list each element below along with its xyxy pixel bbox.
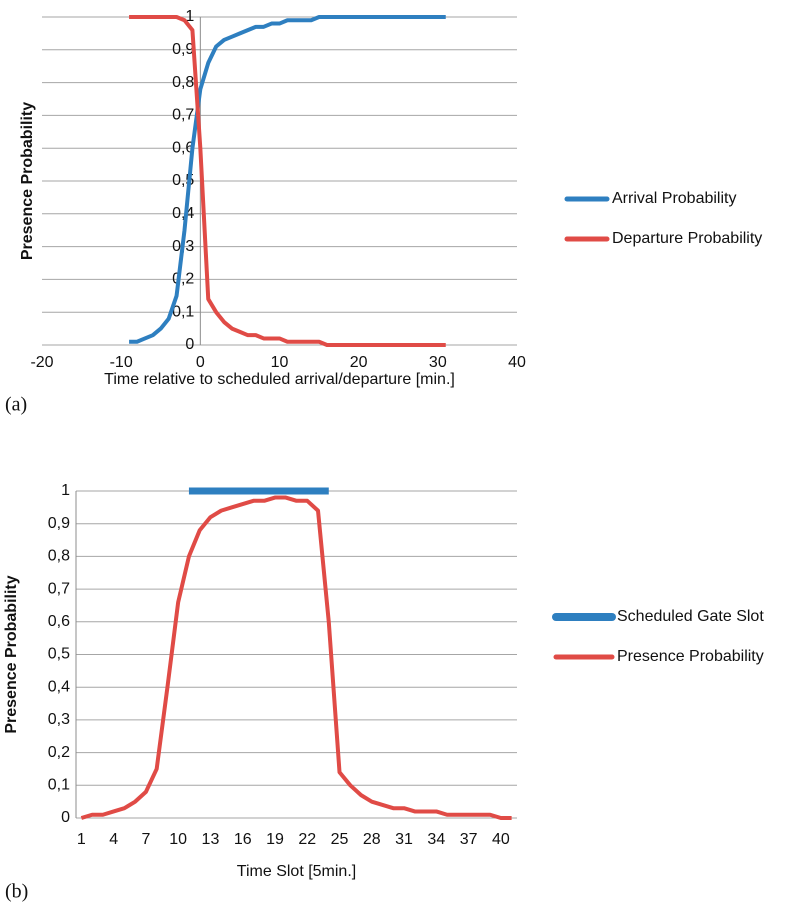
y-axis-title: Presence Probability [19, 102, 36, 260]
y-tick-label: 0,9 [48, 515, 70, 532]
x-tick-label: 31 [395, 831, 413, 848]
y-tick-label: 0,2 [48, 744, 70, 761]
x-tick-label: 40 [508, 354, 526, 371]
caption: (a) [5, 394, 27, 416]
data-line [129, 15, 446, 347]
y-tick-label: 0,6 [172, 139, 194, 156]
x-tick-label: 10 [271, 354, 289, 371]
y-tick-label: 0,1 [48, 777, 70, 794]
legend-label: Departure Probability [612, 230, 762, 247]
x-tick-label: 1 [77, 831, 86, 848]
x-tick-label: 22 [298, 831, 316, 848]
y-tick-label: 0,2 [172, 271, 194, 288]
y-tick-label: 0,4 [172, 205, 194, 222]
x-tick-label: 28 [363, 831, 381, 848]
x-tick-label: -20 [30, 354, 53, 371]
x-tick-label: 10 [169, 831, 187, 848]
legend-label: Arrival Probability [612, 190, 736, 207]
y-tick-label: 0 [185, 336, 194, 353]
x-tick-label: 34 [427, 831, 445, 848]
x-tick-label: 40 [492, 831, 510, 848]
y-tick-label: 0,3 [48, 711, 70, 728]
y-tick-label: 0,8 [172, 74, 194, 91]
y-tick-label: 0,8 [48, 548, 70, 565]
x-tick-label: 0 [196, 354, 205, 371]
y-tick-label: 0,5 [48, 646, 70, 663]
y-tick-label: 0,7 [48, 580, 70, 597]
x-tick-label: 30 [429, 354, 447, 371]
y-tick-label: 1 [185, 8, 194, 25]
caption: (b) [5, 881, 28, 903]
legend-label: Scheduled Gate Slot [617, 608, 764, 625]
x-tick-label: 37 [460, 831, 478, 848]
x-tick-label: 16 [234, 831, 252, 848]
data-line [129, 15, 446, 344]
y-tick-label: 0,9 [172, 41, 194, 58]
data-line [80, 495, 512, 820]
x-tick-label: 7 [141, 831, 150, 848]
y-tick-label: 0,6 [48, 613, 70, 630]
x-tick-label: 19 [266, 831, 284, 848]
x-tick-label: 13 [202, 831, 220, 848]
y-tick-label: 0,1 [172, 303, 194, 320]
legend-label: Presence Probability [617, 648, 764, 665]
y-tick-label: 1 [61, 482, 70, 499]
x-tick-label: 4 [109, 831, 118, 848]
x-tick-label: 20 [350, 354, 368, 371]
x-axis-title: Time relative to scheduled arrival/depar… [104, 371, 455, 388]
x-tick-label: -10 [110, 354, 133, 371]
y-tick-label: 0,4 [48, 678, 70, 695]
y-tick-label: 0 [61, 809, 70, 826]
y-axis-title: Presence Probability [3, 575, 20, 733]
y-tick-label: 0,7 [172, 107, 194, 124]
x-tick-label: 25 [331, 831, 349, 848]
x-axis-title: Time Slot [5min.] [237, 863, 356, 880]
